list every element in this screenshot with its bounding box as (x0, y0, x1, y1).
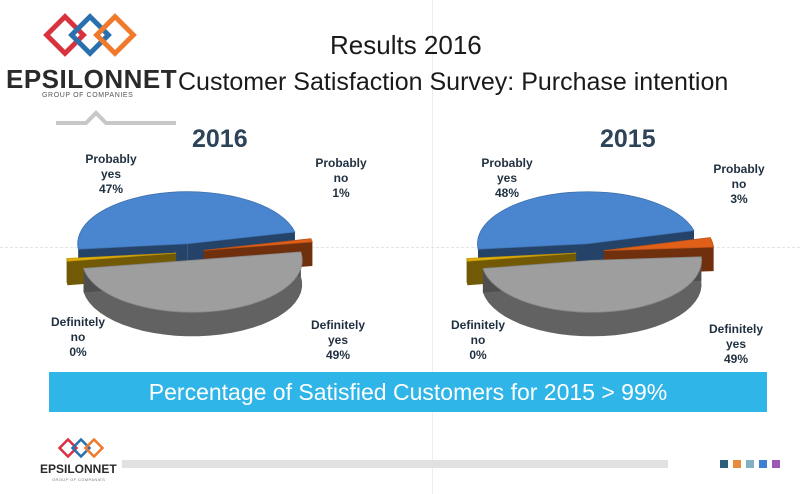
pie-slice-top (83, 251, 303, 313)
chart-title-2015: 2015 (600, 125, 656, 153)
label-value: 0% (469, 348, 487, 362)
label-line: yes (100, 167, 122, 181)
label-definitely-no-2015: Definitely no 0% (442, 318, 514, 363)
label-value: 3% (730, 192, 748, 206)
pie-slice-top (603, 237, 715, 252)
summary-banner: Percentage of Satisfied Customers for 20… (49, 372, 767, 412)
label-definitely-no-2016: Definitely no 0% (42, 315, 114, 360)
pie-slice-top (466, 252, 577, 262)
label-value: 47% (98, 182, 124, 196)
label-line: Probably (713, 162, 765, 176)
label-value: 0% (69, 345, 87, 359)
label-probably-no-2016: Probably no 1% (310, 156, 372, 201)
label-line: Probably (481, 156, 533, 170)
pie-slice-side (482, 256, 702, 337)
page-title: Results 2016 (330, 30, 482, 60)
footer-brand-name: EPSILONNET (40, 462, 117, 476)
label-line: Probably (315, 156, 367, 170)
pie-slice-top (203, 238, 313, 251)
label-line: yes (725, 337, 747, 351)
label-definitely-yes-2016: Definitely yes 49% (302, 318, 374, 363)
footer-brand-tagline: GROUP OF COMPANIES (52, 477, 106, 482)
footer-bar (122, 460, 668, 468)
footer-color-square (733, 460, 741, 468)
label-line: no (470, 333, 486, 347)
footer-logo-diamonds-icon (57, 437, 105, 459)
logo-diamonds-icon (43, 13, 137, 57)
label-line: no (731, 177, 747, 191)
pie-slice-definitely-yes-2016 (83, 251, 303, 337)
label-line: Definitely (310, 318, 365, 332)
label-line: yes (496, 171, 518, 185)
label-line: Definitely (450, 318, 505, 332)
pie-slice-top (482, 256, 702, 313)
label-line: yes (327, 333, 349, 347)
label-probably-yes-2016: Probably yes 47% (80, 152, 142, 197)
label-value: 49% (325, 348, 351, 362)
label-line: Definitely (50, 315, 105, 329)
label-value: 48% (494, 186, 520, 200)
logo-underline-chevron (56, 110, 176, 125)
footer-color-square (720, 460, 728, 468)
label-line: no (70, 330, 86, 344)
pie-slice-side (83, 251, 303, 337)
pie-slice-top (477, 191, 695, 250)
pie-chart-2016 (66, 191, 313, 337)
chart-title-2016: 2016 (192, 125, 248, 153)
pie-slice-top (66, 252, 177, 262)
label-value: 49% (723, 352, 749, 366)
label-probably-yes-2015: Probably yes 48% (476, 156, 538, 201)
pie-chart-2015 (466, 191, 715, 337)
label-definitely-yes-2015: Definitely yes 49% (700, 322, 772, 367)
label-probably-no-2015: Probably no 3% (708, 162, 770, 207)
label-value: 1% (332, 186, 350, 200)
guide-line-horizontal (0, 247, 800, 248)
page-subtitle: Customer Satisfaction Survey: Purchase i… (178, 68, 729, 96)
brand-name: EPSILONNET (6, 64, 178, 94)
label-line: Probably (85, 152, 137, 166)
brand-tagline: GROUP OF COMPANIES (42, 92, 134, 99)
pie-slice-definitely-yes-2015 (482, 256, 702, 337)
footer-color-square (772, 460, 780, 468)
pie-slice-top (77, 191, 296, 250)
label-line: Definitely (708, 322, 763, 336)
footer-color-square (759, 460, 767, 468)
footer-color-square (746, 460, 754, 468)
label-line: no (333, 171, 349, 185)
